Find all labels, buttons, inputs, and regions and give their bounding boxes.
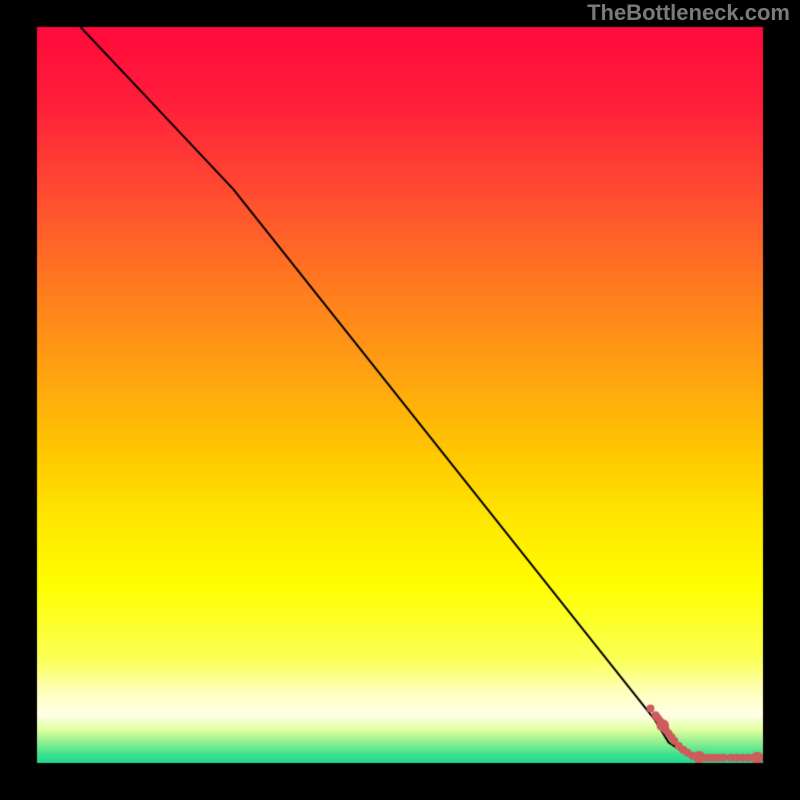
watermark-label: TheBottleneck.com <box>587 0 790 26</box>
bottleneck-chart <box>0 0 800 800</box>
